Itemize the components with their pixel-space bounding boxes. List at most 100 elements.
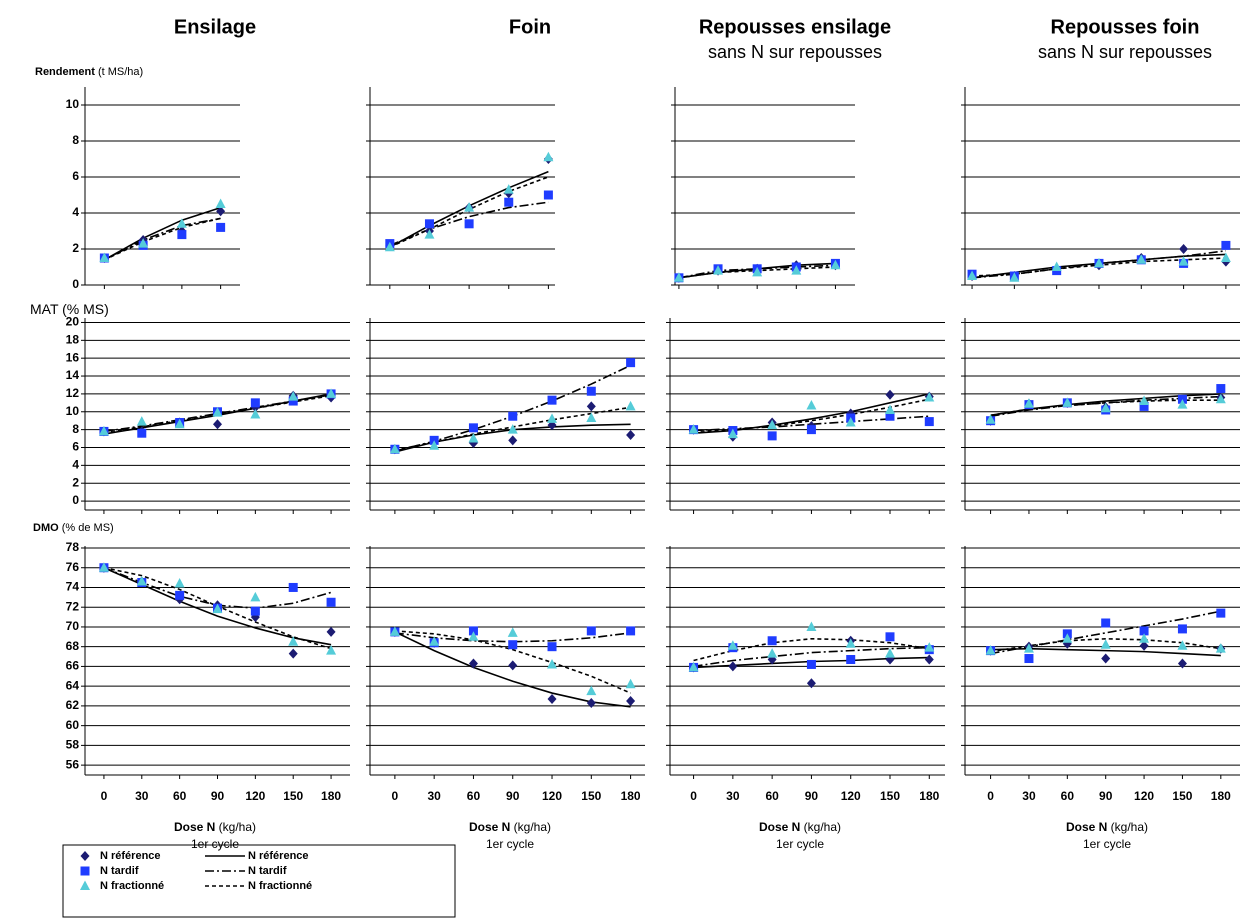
marker-square — [1024, 654, 1034, 664]
x-label-name: Dose N — [469, 820, 510, 834]
marker-square — [1216, 384, 1226, 394]
y-axis-label: Rendement (t MS/ha) — [35, 66, 143, 78]
y-tick-label: 20 — [66, 315, 80, 329]
marker-triangle — [1009, 272, 1020, 282]
x-tick-label: 30 — [427, 789, 441, 803]
marker-triangle — [1100, 402, 1111, 413]
marker-diamond — [885, 389, 895, 400]
x-tick-label: 180 — [321, 789, 341, 803]
marker-triangle — [1220, 252, 1231, 262]
marker-square — [250, 398, 260, 408]
x-label-name: Dose N — [174, 820, 215, 834]
y-tick-label: 62 — [66, 698, 80, 712]
x-tick-label: 180 — [621, 789, 641, 803]
y-tick-label: 76 — [66, 560, 80, 574]
x-tick-label: 90 — [211, 789, 225, 803]
marker-triangle — [507, 424, 518, 434]
marker-triangle — [1177, 640, 1188, 650]
x-tick-label: 0 — [690, 789, 697, 803]
marker-triangle — [885, 648, 895, 658]
legend-label: N référence — [100, 850, 161, 862]
marker-triangle — [625, 678, 636, 689]
marker-diamond — [924, 654, 934, 665]
x-axis-note: 1er cycle — [486, 837, 534, 851]
y-tick-label: 4 — [72, 458, 79, 472]
x-label-name: Dose N — [1066, 820, 1107, 834]
marker-triangle — [288, 391, 299, 401]
legend-label: N référence — [248, 850, 309, 862]
marker-diamond — [1179, 244, 1189, 254]
y-tick-label: 58 — [66, 738, 80, 752]
y-tick-label: 0 — [72, 277, 79, 291]
marker-triangle — [1215, 643, 1226, 653]
marker-triangle — [1136, 254, 1147, 264]
y-label-name: DMO — [33, 522, 59, 534]
marker-triangle — [1051, 261, 1062, 271]
y-tick-label: 72 — [66, 599, 80, 613]
marker-triangle — [468, 433, 479, 443]
marker-square — [885, 632, 895, 642]
trend-line — [693, 637, 930, 662]
marker-square — [468, 423, 478, 433]
marker-diamond — [806, 678, 816, 689]
marker-diamond — [80, 851, 90, 861]
marker-diamond — [288, 648, 298, 659]
marker-square — [626, 358, 636, 368]
x-tick-label: 120 — [245, 789, 265, 803]
marker-square — [326, 597, 336, 607]
trend-line — [104, 217, 221, 261]
marker-triangle — [1139, 395, 1150, 406]
x-tick-label: 150 — [880, 789, 900, 803]
marker-square — [1139, 626, 1149, 636]
marker-triangle — [1062, 633, 1073, 643]
marker-triangle — [1100, 639, 1111, 649]
marker-square — [508, 411, 518, 421]
marker-triangle — [503, 184, 514, 194]
x-tick-label: 150 — [1172, 789, 1192, 803]
x-tick-label: 30 — [135, 789, 149, 803]
marker-triangle — [174, 578, 185, 588]
marker-triangle — [752, 266, 763, 277]
marker-triangle — [1023, 643, 1034, 653]
marker-square — [1177, 624, 1187, 634]
y-tick-label: 8 — [72, 133, 79, 147]
y-tick-label: 56 — [66, 757, 80, 771]
marker-triangle — [673, 272, 684, 282]
marker-square — [543, 190, 553, 200]
marker-diamond — [728, 661, 738, 672]
marker-square — [626, 626, 636, 636]
marker-diamond — [216, 206, 226, 217]
marker-square — [175, 590, 185, 600]
y-tick-label: 70 — [66, 619, 80, 633]
marker-square — [250, 606, 260, 616]
y-tick-label: 6 — [72, 169, 79, 183]
y-tick-label: 0 — [72, 493, 79, 507]
trend-line — [389, 201, 549, 247]
marker-square — [1221, 240, 1231, 250]
x-tick-label: 120 — [1134, 789, 1154, 803]
x-tick-label: 150 — [283, 789, 303, 803]
marker-triangle — [424, 229, 435, 239]
x-axis-note: 1er cycle — [776, 837, 824, 851]
marker-diamond — [508, 660, 518, 671]
marker-diamond — [1139, 640, 1149, 651]
x-tick-label: 0 — [987, 789, 994, 803]
marker-triangle — [138, 238, 149, 248]
x-axis-label: Dose N (kg/ha) — [469, 820, 551, 834]
marker-square — [504, 197, 514, 207]
marker-triangle — [1093, 257, 1104, 268]
x-label-unit: (kg/ha) — [1111, 820, 1148, 834]
y-tick-label: 74 — [66, 580, 80, 594]
marker-triangle — [727, 428, 738, 439]
marker-triangle — [212, 603, 223, 614]
marker-triangle — [1139, 633, 1150, 643]
marker-triangle — [429, 440, 440, 450]
marker-triangle — [845, 638, 856, 648]
marker-square — [586, 626, 596, 636]
marker-square — [468, 626, 478, 636]
marker-triangle — [967, 270, 978, 280]
marker-square — [137, 428, 147, 438]
y-tick-label: 64 — [66, 678, 80, 692]
marker-triangle — [1023, 398, 1034, 408]
